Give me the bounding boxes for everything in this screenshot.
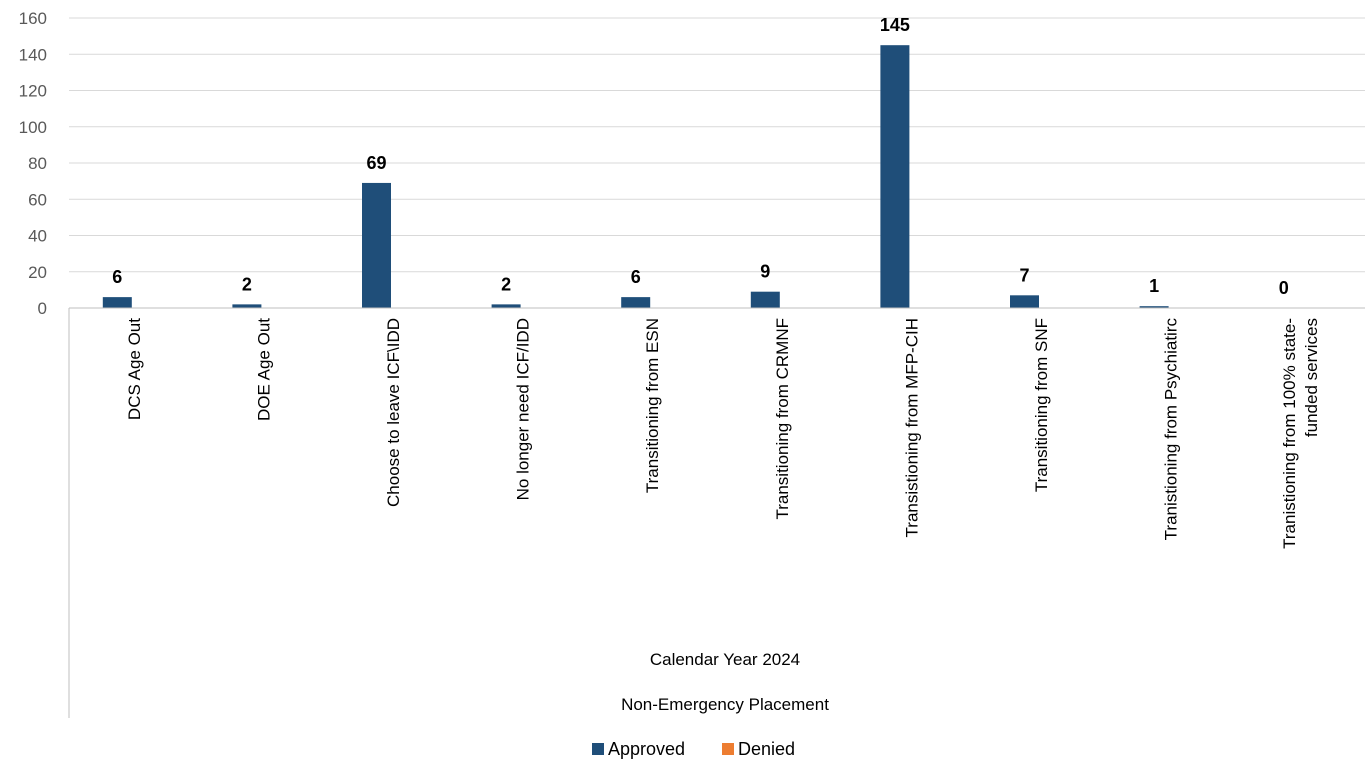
axes bbox=[68, 307, 1365, 718]
category-label: Tranistioning from 100% state-funded ser… bbox=[1280, 318, 1321, 549]
category-label-line: Tranistioning from 100% state- bbox=[1280, 318, 1299, 549]
data-label: 6 bbox=[631, 267, 641, 287]
category-label: Transitioning from SNF bbox=[1032, 318, 1051, 492]
group-label-year: Calendar Year 2024 bbox=[650, 650, 800, 669]
y-tick-label: 120 bbox=[19, 82, 47, 101]
y-tick-label: 160 bbox=[19, 9, 47, 28]
data-label: 7 bbox=[1019, 265, 1029, 285]
category-label-line: No longer need ICF/IDD bbox=[514, 318, 533, 500]
bar-approved bbox=[491, 304, 521, 308]
bar-approved bbox=[1010, 295, 1039, 308]
bar-approved bbox=[102, 297, 132, 308]
data-label: 0 bbox=[1279, 278, 1289, 298]
data-label: 145 bbox=[880, 15, 910, 35]
y-tick-label: 20 bbox=[28, 263, 47, 282]
category-label: Transitioning from CRMNF bbox=[773, 318, 792, 520]
category-label: Transitioning from ESN bbox=[643, 318, 662, 493]
y-tick-label: 0 bbox=[38, 299, 47, 318]
legend-label-denied: Denied bbox=[738, 739, 795, 759]
y-tick-label: 140 bbox=[19, 45, 47, 64]
bar-approved bbox=[621, 297, 651, 308]
category-label-line: Transitioning from ESN bbox=[643, 318, 662, 493]
y-tick-label: 80 bbox=[28, 154, 47, 173]
data-label: 2 bbox=[242, 274, 252, 294]
gridlines bbox=[69, 17, 1365, 273]
data-label: 69 bbox=[366, 153, 386, 173]
bar-approved bbox=[232, 304, 262, 308]
y-tick-label: 40 bbox=[28, 227, 47, 246]
data-label: 9 bbox=[760, 262, 770, 282]
category-label-line: Transitioning from SNF bbox=[1032, 318, 1051, 492]
category-label: Transistioning from MFP-CIH bbox=[902, 318, 921, 537]
data-label: 2 bbox=[501, 274, 511, 294]
legend-label-approved: Approved bbox=[608, 739, 685, 759]
bar-approved bbox=[362, 182, 391, 308]
category-label-line: Transistioning from MFP-CIH bbox=[902, 318, 921, 537]
bar-approved bbox=[880, 45, 910, 308]
data-label: 6 bbox=[112, 267, 122, 287]
legend: Approved Denied bbox=[592, 739, 795, 759]
category-label-line: Choose to leave ICF\IDD bbox=[384, 318, 403, 507]
category-label-line: DOE Age Out bbox=[254, 318, 273, 421]
category-label-line: funded services bbox=[1302, 318, 1321, 437]
y-axis-ticks: 0 20 40 60 80 100 120 140 160 bbox=[19, 9, 47, 318]
category-label: Tranistioning from Psychiatirc bbox=[1162, 318, 1181, 541]
data-label: 1 bbox=[1149, 276, 1159, 296]
legend-swatch-denied bbox=[722, 743, 734, 755]
bars bbox=[102, 45, 1169, 308]
category-label-line: Transitioning from CRMNF bbox=[773, 318, 792, 520]
category-label: DCS Age Out bbox=[125, 318, 144, 420]
category-label: DOE Age Out bbox=[254, 318, 273, 421]
y-tick-label: 60 bbox=[28, 190, 47, 209]
category-label-line: DCS Age Out bbox=[125, 318, 144, 420]
category-label: No longer need ICF/IDD bbox=[514, 318, 533, 500]
category-label: Choose to leave ICF\IDD bbox=[384, 318, 403, 507]
legend-swatch-approved bbox=[592, 743, 604, 755]
category-label-line: Tranistioning from Psychiatirc bbox=[1162, 318, 1181, 541]
group-label-placement: Non-Emergency Placement bbox=[621, 695, 829, 714]
bar-approved bbox=[750, 291, 780, 308]
bar-approved bbox=[1139, 306, 1169, 308]
category-labels: DCS Age Out DOE Age Out Choose to leave IC… bbox=[125, 318, 1321, 549]
y-tick-label: 100 bbox=[19, 118, 47, 137]
